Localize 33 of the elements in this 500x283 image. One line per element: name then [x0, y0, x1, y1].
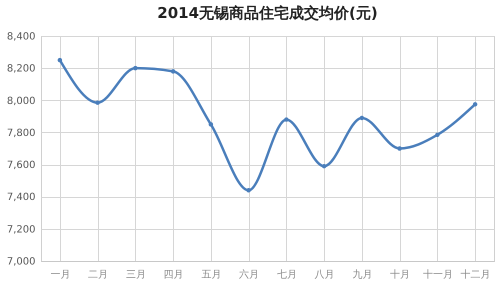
y-tick-label: 7,200 [6, 224, 36, 236]
x-tick-label: 三月 [126, 270, 146, 280]
point [322, 164, 326, 168]
x-tick-label: 十月 [390, 268, 410, 280]
point [360, 116, 364, 120]
point [246, 188, 251, 193]
x-tick-label: 九月 [352, 268, 372, 280]
y-tick-label: 8,400 [6, 32, 36, 42]
chart-title: 2014无锡商品住宅成交均价(元) [157, 4, 378, 22]
point [208, 122, 214, 127]
x-tick-label: 一月 [50, 270, 70, 280]
point [472, 102, 478, 107]
x-tick-label: 八月 [314, 270, 335, 280]
y-tick-label: 8,000 [6, 96, 36, 107]
x-tick-label: 十一月 [422, 268, 453, 280]
y-tick-label: 7,400 [6, 192, 36, 204]
point [397, 146, 402, 151]
x-tick-label: 五月 [201, 270, 222, 280]
x-tick-label: 二月 [88, 270, 108, 280]
y-tick-label: 7,800 [6, 128, 36, 139]
point [170, 69, 176, 74]
x-tick-label: 四月 [164, 270, 184, 280]
y-tick-label: 7,600 [6, 160, 36, 172]
y-tick-label: 7,000 [6, 256, 36, 268]
point [133, 66, 138, 70]
x-tick-label: 七月 [276, 268, 297, 280]
x-tick-label: 十二月 [460, 268, 491, 280]
x-tick-label: 六月 [239, 268, 260, 280]
point [435, 132, 440, 138]
point [284, 117, 289, 122]
point [95, 100, 100, 105]
y-tick-label: 8,200 [6, 64, 36, 75]
point [58, 58, 62, 62]
